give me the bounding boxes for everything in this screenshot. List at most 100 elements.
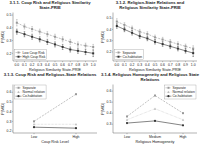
x-tick-label: 1.0 xyxy=(191,63,196,67)
legend: Low Coup RiskHigh Coup Risk xyxy=(15,50,47,60)
series xyxy=(16,20,94,50)
series xyxy=(116,24,194,57)
point xyxy=(126,118,128,120)
point xyxy=(16,31,18,33)
panel: 3.1.3. Coup Risk and Religious-State Rel… xyxy=(1,72,97,143)
series-line xyxy=(17,23,93,47)
x-tick-label: 0.7 xyxy=(168,63,173,67)
legend-label: High Coup Risk xyxy=(23,55,46,59)
series xyxy=(33,126,77,129)
y-axis-label: P(MID) xyxy=(101,30,105,43)
legend-line xyxy=(16,87,22,88)
y-tick-label: 0.2 xyxy=(7,129,12,133)
plot-area xyxy=(116,19,194,57)
error-bar xyxy=(39,37,41,42)
x-axis-line xyxy=(13,61,97,62)
point xyxy=(162,39,164,41)
x-tick-label: 0.5 xyxy=(153,63,158,67)
y-tick-label: 0.5 xyxy=(7,100,12,104)
legend-box xyxy=(15,85,47,99)
y-tick-label: 0.3 xyxy=(107,122,112,126)
x-tick-label: 0.0 xyxy=(14,63,19,67)
point xyxy=(116,25,118,27)
error-bar xyxy=(47,39,49,44)
point xyxy=(62,46,64,48)
y-tick-label: 0.6 xyxy=(7,90,12,94)
error-bar xyxy=(185,49,187,54)
title-line: Religious Similarity State-PRIE xyxy=(119,5,181,10)
y-axis-line xyxy=(113,13,114,62)
legend-marker xyxy=(17,91,19,93)
point xyxy=(154,120,156,122)
error-bar xyxy=(62,37,64,42)
x-axis-label: Religious Homogeneity xyxy=(135,140,174,144)
error-bar xyxy=(177,46,179,51)
y-tick-label: 0.4 xyxy=(107,28,112,32)
legend-label: Co-habitation xyxy=(172,94,192,98)
legend-line xyxy=(16,92,22,93)
y-tick-label: 0.4 xyxy=(7,110,12,114)
point xyxy=(116,21,118,23)
error-bar xyxy=(16,20,18,26)
legend-marker xyxy=(167,95,169,97)
error-bar xyxy=(162,37,164,42)
legend-marker xyxy=(118,56,120,58)
y-tick-label: 0.6 xyxy=(107,89,112,93)
y-tick-label: 0.3 xyxy=(107,39,112,43)
point xyxy=(169,45,171,47)
legend-marker xyxy=(167,87,169,89)
error-bar xyxy=(131,26,133,31)
error-bar xyxy=(185,44,187,49)
series-line xyxy=(34,127,76,129)
point xyxy=(169,41,171,43)
legend-marker xyxy=(17,95,19,97)
x-tick-label: 0.5 xyxy=(53,63,58,67)
error-bar xyxy=(54,42,56,47)
point xyxy=(192,52,194,54)
x-tick-label: 0.4 xyxy=(145,63,150,67)
point xyxy=(126,115,128,117)
x-tick-label: 0.6 xyxy=(60,63,65,67)
point xyxy=(139,35,141,37)
x-tick-label: 0.7 xyxy=(68,63,73,67)
legend-box xyxy=(164,85,196,99)
error-bar xyxy=(154,40,156,45)
point xyxy=(146,37,148,39)
point xyxy=(46,41,48,43)
point xyxy=(77,43,79,45)
point xyxy=(177,43,179,45)
title: 3.1.2. Religion-State Relations andRelig… xyxy=(116,0,185,10)
point xyxy=(131,27,133,29)
panel: 3.1.4. Religious Homogeneity and Religio… xyxy=(101,72,200,143)
error-bar xyxy=(92,44,94,49)
x-tick-label: 0.9 xyxy=(183,63,188,67)
title-line: 3.1.3. Coup Risk and Religious-State Rel… xyxy=(4,72,97,77)
x-tick-label: 0.1 xyxy=(122,63,127,67)
legend-marker xyxy=(18,87,20,89)
error-bar xyxy=(154,35,156,40)
x-axis-label: Religious Similarity State-PRIE xyxy=(129,68,182,72)
point xyxy=(31,28,33,30)
error-bar xyxy=(92,50,94,56)
point xyxy=(92,52,94,54)
legend: SeparateNormal relationCo-habitation xyxy=(164,85,196,99)
legend-label: Co-habitation xyxy=(23,94,43,98)
legend-line xyxy=(116,56,122,57)
point xyxy=(75,123,77,125)
error-bar xyxy=(31,34,33,39)
error-bar xyxy=(169,44,171,49)
series xyxy=(33,123,77,125)
error-bar xyxy=(77,42,79,47)
series-line xyxy=(127,109,183,120)
point xyxy=(123,24,125,26)
x-tick-label: 0.9 xyxy=(83,63,88,67)
x-tick-label: 0.0 xyxy=(114,63,119,67)
title: 3.1.3. Coup Risk and Religious-State Rel… xyxy=(4,72,97,77)
error-bar xyxy=(39,29,41,34)
legend-marker xyxy=(18,52,20,54)
x-tick-label: 0.2 xyxy=(130,63,135,67)
title-line: State-PRIE xyxy=(39,5,61,10)
title-line: Relations xyxy=(141,77,161,82)
y-axis-line xyxy=(13,85,14,134)
x-tick-label: 0.8 xyxy=(176,63,181,67)
